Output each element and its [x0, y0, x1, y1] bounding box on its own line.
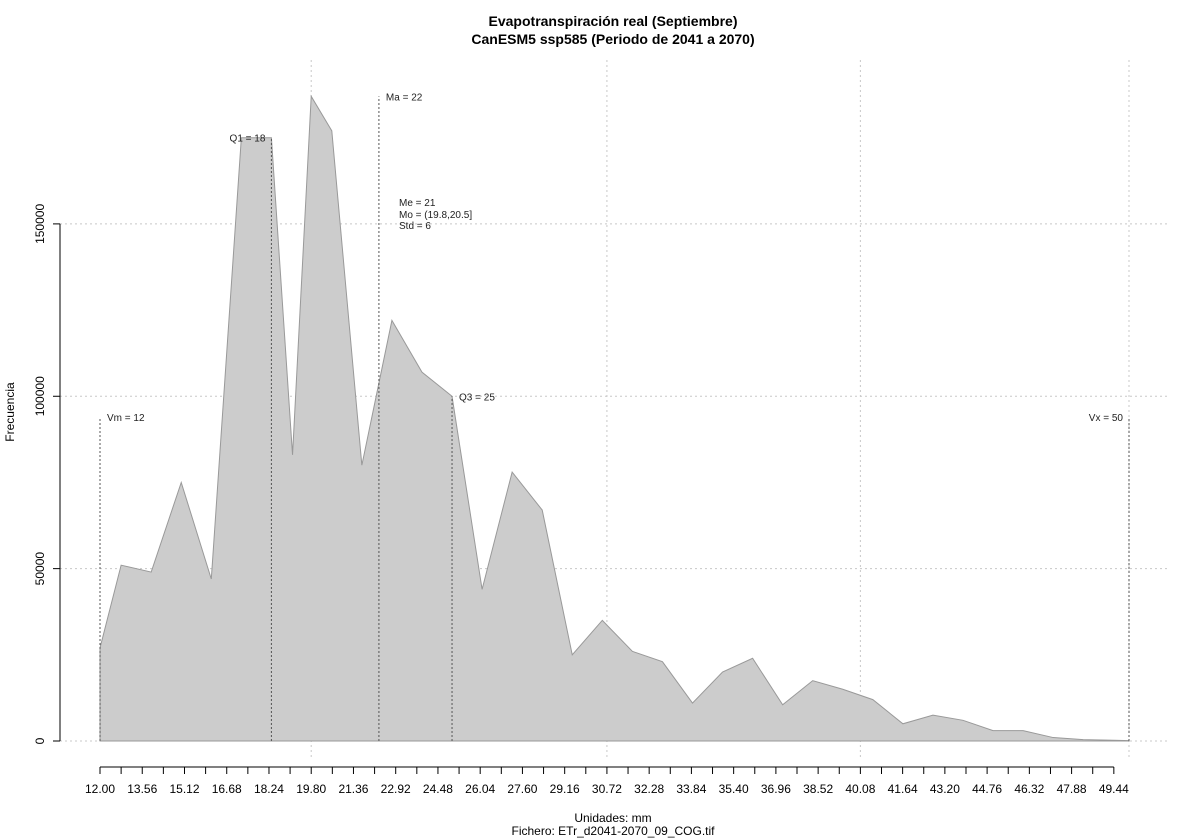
axes: 0 50000 100000 150000 12.00 13.56 15.12 16.68 18…: [33, 204, 1129, 796]
x-tick-label: 13.56: [127, 782, 157, 796]
x-tick-label: 24.48: [423, 782, 453, 796]
x-tick-label: 47.88: [1057, 782, 1087, 796]
x-tick-label: 26.04: [465, 782, 495, 796]
chart-title: Evapotranspiración real (Septiembre): [489, 13, 738, 29]
y-tick-label: 150000: [33, 204, 47, 244]
marker-label: Vm = 12: [107, 413, 145, 424]
stat-mode: Mo = (19.8,20.5]: [399, 210, 472, 221]
y-tick-label: 0: [33, 737, 47, 744]
x-tick-label: 29.16: [550, 782, 580, 796]
stat-markers: Vm = 12 Q1 = 18 Ma = 22 Q3 = 25 Vx = 50: [99, 92, 1130, 741]
y-tick-label: 100000: [33, 376, 47, 416]
x-tick-label: 21.36: [338, 782, 368, 796]
x-tick-label: 22.92: [381, 782, 411, 796]
x-tick-label: 30.72: [592, 782, 622, 796]
x-tick-label: 43.20: [930, 782, 960, 796]
y-tick-label: 50000: [33, 552, 47, 586]
stat-std: Std = 6: [399, 221, 431, 232]
x-tick-label: 35.40: [719, 782, 749, 796]
x-tick-label: 12.00: [85, 782, 115, 796]
marker-label: Q1 = 18: [230, 134, 266, 145]
file-label: Fichero: ETr_d2041-2070_09_COG.tif: [512, 824, 716, 838]
x-tick-label: 19.80: [296, 782, 326, 796]
x-tick-label: 15.12: [169, 782, 199, 796]
x-tick-label: 38.52: [803, 782, 833, 796]
x-tick-label: 32.28: [634, 782, 664, 796]
x-tick-label: 40.08: [845, 782, 875, 796]
x-tick-label: 44.76: [972, 782, 1002, 796]
frequency-area: [99, 94, 1130, 742]
stat-median: Me = 21: [399, 198, 436, 209]
x-tick-label: 27.60: [507, 782, 537, 796]
plot-area: [99, 94, 1130, 742]
x-axis-label: Unidades: mm: [574, 811, 651, 825]
x-tick-label: 33.84: [676, 782, 706, 796]
y-axis-label: Frecuencia: [3, 382, 17, 442]
chart-subtitle: CanESM5 ssp585 (Periodo de 2041 a 2070): [471, 31, 754, 47]
x-tick-label: 16.68: [212, 782, 242, 796]
marker-label: Ma = 22: [386, 92, 423, 103]
marker-label: Vx = 50: [1089, 413, 1124, 424]
x-tick-label: 41.64: [888, 782, 918, 796]
marker-label: Q3 = 25: [459, 392, 495, 403]
x-tick-label: 49.44: [1099, 782, 1129, 796]
x-tick-label: 36.96: [761, 782, 791, 796]
x-tick-label: 18.24: [254, 782, 284, 796]
x-tick-label: 46.32: [1014, 782, 1044, 796]
